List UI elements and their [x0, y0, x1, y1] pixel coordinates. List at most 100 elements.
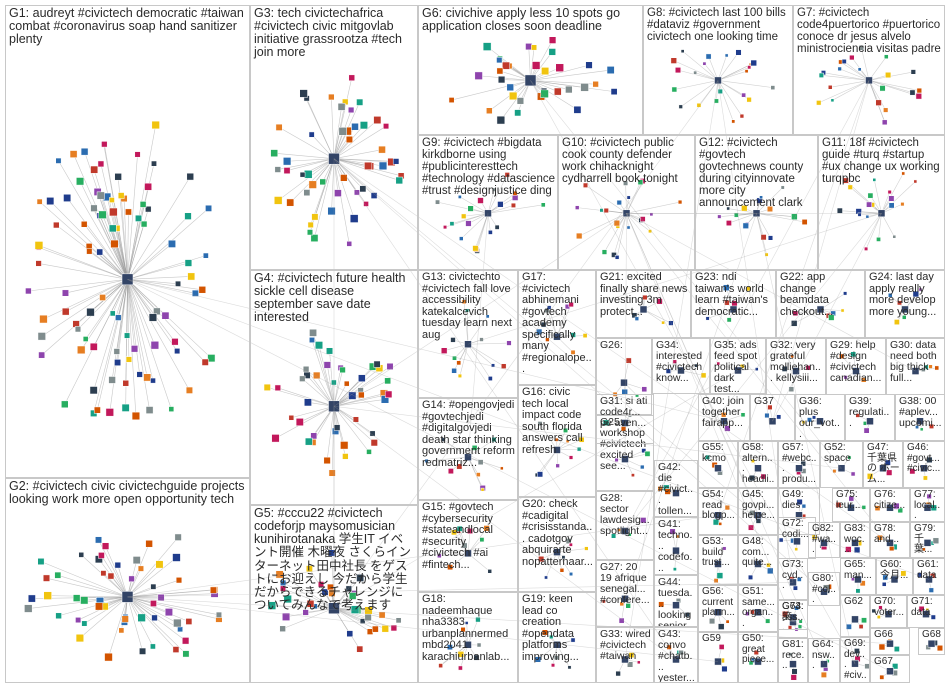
graph-edge	[556, 304, 572, 337]
graph-node	[69, 150, 78, 158]
graph-edge	[38, 247, 128, 280]
graph-node	[766, 562, 771, 568]
group-label: G64: nsw...	[812, 639, 835, 671]
graph-edge	[717, 70, 747, 81]
graph-node	[741, 205, 748, 212]
graph-node	[271, 434, 280, 443]
graph-node	[601, 599, 606, 604]
group-cell-g77: G77: local...	[910, 488, 945, 522]
graph-node	[916, 417, 924, 426]
graph-node	[182, 637, 190, 645]
graph-node	[568, 542, 573, 547]
graph-node	[872, 178, 877, 182]
group-cell-g49: G49: dies	[778, 488, 820, 535]
graph-node	[150, 600, 157, 607]
graph-edge	[64, 279, 128, 405]
graph-node	[871, 608, 876, 614]
graph-edge	[314, 158, 335, 239]
graph-edge	[127, 279, 206, 363]
graph-node	[725, 619, 730, 624]
graph-node	[925, 575, 933, 584]
group-label: G70: voter...	[874, 596, 905, 618]
graph-edge	[585, 185, 627, 214]
graph-node	[185, 618, 193, 625]
graph-edge	[333, 406, 375, 443]
group-label: G36: plus our_vot...	[799, 395, 840, 441]
graph-node	[121, 591, 134, 603]
graph-node	[283, 167, 291, 174]
graph-node	[886, 469, 893, 476]
graph-node	[274, 166, 281, 173]
graph-node	[140, 220, 148, 228]
graph-node	[616, 199, 622, 206]
graph-node	[565, 85, 573, 94]
graph-node	[723, 284, 730, 291]
graph-edge	[453, 344, 469, 371]
graph-node	[346, 241, 353, 247]
graph-edge	[127, 208, 209, 280]
graph-node	[760, 473, 767, 480]
graph-node	[319, 178, 326, 186]
graph-node	[467, 528, 473, 534]
graph-node	[339, 366, 346, 374]
graph-node	[440, 347, 448, 354]
graph-edge	[333, 158, 759, 516]
group-cell-g39: G39: regulati...	[845, 394, 895, 441]
graph-node	[500, 466, 504, 471]
graph-edge	[772, 80, 870, 422]
group-label: G34: interested #civictech know...	[656, 339, 703, 385]
graph-edge	[626, 201, 681, 214]
graph-node	[55, 612, 62, 619]
graph-node	[934, 365, 940, 371]
graph-node	[215, 611, 222, 618]
graph-node	[828, 85, 833, 90]
graph-node	[351, 122, 359, 131]
graph-node	[121, 403, 130, 412]
graph-edge	[38, 245, 128, 280]
graph-node	[739, 113, 745, 119]
graph-edge	[858, 211, 882, 214]
graph-edge	[613, 213, 627, 255]
graph-edge	[333, 367, 341, 407]
graph-node	[794, 605, 799, 611]
graph-node	[286, 198, 295, 207]
graph-node	[580, 83, 589, 92]
graph-edge	[127, 279, 930, 580]
graph-node	[672, 359, 677, 364]
graph-node	[553, 655, 559, 661]
graph-node	[370, 439, 378, 447]
graph-node	[693, 70, 698, 75]
group-label: G53: build trust...	[702, 536, 730, 568]
graph-edge	[881, 181, 916, 214]
graph-node	[714, 98, 719, 104]
graph-edge	[333, 394, 389, 407]
graph-node	[678, 104, 683, 109]
graph-node	[628, 652, 635, 658]
group-cell-g24: G24: last day apply really more develop …	[865, 270, 945, 338]
graph-node	[487, 376, 493, 381]
group-label: G13: civictechto #civictech fall love ac…	[422, 271, 512, 341]
graph-edge	[467, 213, 489, 458]
graph-node	[283, 594, 292, 604]
graph-node	[110, 239, 119, 249]
graph-node	[793, 537, 801, 546]
graph-node	[739, 363, 745, 369]
graph-edge	[127, 582, 794, 598]
graph-node	[299, 89, 308, 98]
graph-edge	[333, 149, 383, 159]
graph-edge	[426, 456, 469, 462]
graph-node	[378, 145, 386, 154]
graph-node	[441, 437, 446, 442]
graph-node	[886, 539, 894, 547]
graph-node	[80, 596, 89, 605]
group-label: G19: keen lead co creation #opendata pla…	[522, 593, 579, 663]
graph-node	[174, 348, 181, 355]
graph-edge	[467, 342, 509, 345]
graph-edge	[109, 279, 128, 413]
graph-node	[358, 374, 366, 382]
group-cell-g3: G3: tech civictechafrica #civictech civi…	[250, 5, 418, 270]
graph-node	[570, 637, 576, 643]
graph-node	[820, 660, 828, 668]
graph-node	[796, 498, 803, 506]
graph-node	[864, 246, 869, 251]
